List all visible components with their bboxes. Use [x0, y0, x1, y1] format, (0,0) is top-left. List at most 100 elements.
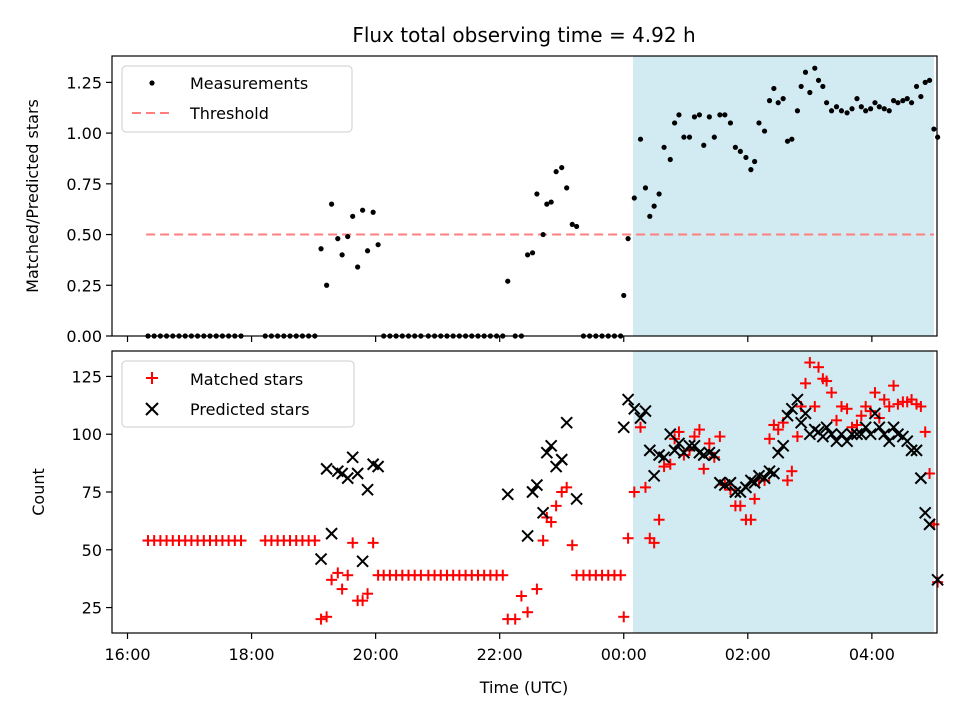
measurement-point	[807, 89, 813, 96]
predicted-star-point	[639, 404, 652, 418]
predicted-star-point	[657, 451, 671, 464]
measurement-point	[564, 185, 570, 191]
measurement-point	[375, 242, 381, 248]
predicted-star-point	[931, 573, 944, 587]
predicted-star-point	[887, 421, 900, 434]
measurement-point	[868, 106, 874, 112]
predicted-star-point	[351, 467, 364, 480]
bottom-shaded-span	[633, 351, 934, 633]
predicted-star-point	[785, 402, 799, 415]
measurement-point	[661, 144, 667, 150]
bottom-panel: 25 50 75 100 125 16:00 18:00 20:00 22:00 00:00 02…	[29, 350, 944, 697]
matched-star-point	[515, 590, 527, 602]
measurement-point	[364, 248, 371, 254]
predicted-star-point	[873, 421, 886, 434]
measurement-point	[844, 110, 850, 116]
measurement-point	[784, 138, 791, 144]
matched-star-point	[509, 613, 521, 625]
predicted-star-point	[771, 446, 785, 459]
measurement-point	[553, 169, 559, 175]
measurement-point	[756, 120, 762, 126]
measurement-point	[318, 246, 324, 252]
matched-star-point	[772, 424, 784, 436]
measurement-point	[706, 114, 712, 120]
top-y-tick-label: 0.25	[66, 276, 102, 295]
matched-star-point	[315, 613, 327, 625]
measurement-point	[872, 100, 878, 106]
matched-star-point	[878, 394, 890, 406]
legend-predicted-label: Predicted stars	[190, 400, 310, 419]
measurement-point	[918, 93, 924, 100]
predicted-star-point	[544, 439, 558, 452]
measurement-point	[838, 108, 845, 114]
measurement-point	[823, 100, 830, 106]
measurement-point	[863, 108, 869, 114]
measurement-point	[815, 77, 822, 83]
matched-star-point	[673, 426, 685, 438]
matched-star-point	[714, 431, 726, 443]
measurement-point	[812, 65, 818, 71]
measurement-point	[798, 83, 804, 90]
matched-star-point	[634, 421, 646, 433]
predicted-star-point	[919, 506, 932, 520]
matched-star-point	[664, 458, 676, 470]
predicted-star-point	[634, 411, 647, 425]
measurement-point	[789, 136, 795, 142]
matched-star-point	[764, 433, 776, 445]
matched-star-point	[703, 437, 715, 449]
measurement-point	[717, 112, 723, 118]
predicted-star-point	[361, 483, 374, 496]
bottom-points	[142, 357, 944, 625]
predicted-star-point	[540, 446, 554, 459]
measurement-point	[858, 104, 864, 110]
predicted-star-point	[530, 478, 544, 492]
predicted-star-point	[878, 428, 891, 441]
measurement-point	[681, 134, 687, 140]
measurement-point	[345, 233, 351, 240]
predicted-star-point	[724, 476, 737, 489]
bottom-x-tick-label: 00:00	[601, 645, 647, 664]
predicted-star-point	[526, 485, 539, 499]
matched-star-point	[550, 500, 562, 512]
measurement-point	[672, 120, 678, 126]
bottom-legend: Matched stars Predicted stars	[121, 360, 355, 428]
matched-star-point	[561, 481, 573, 493]
x-axis-label: Time (UTC)	[479, 678, 568, 697]
predicted-star-point	[850, 428, 864, 441]
predicted-star-point	[845, 428, 859, 441]
measurement-point	[544, 201, 550, 207]
predicted-star-point	[647, 469, 661, 483]
top-plot-frame	[111, 55, 938, 337]
predicted-star-point	[314, 552, 328, 566]
matched-star-point	[321, 611, 333, 623]
matched-star-point	[342, 569, 354, 581]
predicted-star-point	[555, 453, 568, 466]
measurement-point	[904, 96, 910, 102]
measurement-point	[802, 69, 809, 75]
top-panel: 0.00 0.25 0.50 0.75 1.00 1.25 Matched/Predict…	[23, 55, 941, 346]
bottom-x-tick-label: 02:00	[725, 645, 771, 664]
measurement-point	[711, 134, 717, 140]
predicted-star-point	[776, 439, 790, 452]
matched-star-point	[821, 375, 833, 387]
matched-star-point	[628, 486, 640, 498]
predicted-star-point	[341, 471, 354, 485]
measurement-point	[722, 112, 728, 118]
predicted-star-point	[536, 506, 550, 520]
measurement-point	[696, 112, 703, 118]
matched-star-point	[648, 537, 660, 549]
top-legend: Measurements Threshold	[121, 65, 353, 133]
predicted-star-point	[799, 407, 812, 420]
predicted-star-point	[688, 439, 701, 452]
legend-matched-marker	[146, 372, 158, 384]
predicted-star-point	[683, 439, 696, 452]
bottom-x-tick-label: 22:00	[477, 645, 523, 664]
predicted-star-point	[868, 407, 882, 420]
matched-star-point	[846, 421, 858, 433]
bottom-x-tick-label: 20:00	[353, 645, 399, 664]
measurement-point	[569, 221, 575, 228]
matched-star-point	[813, 361, 825, 373]
measurement-point	[350, 213, 356, 219]
predicted-star-point	[859, 421, 872, 434]
